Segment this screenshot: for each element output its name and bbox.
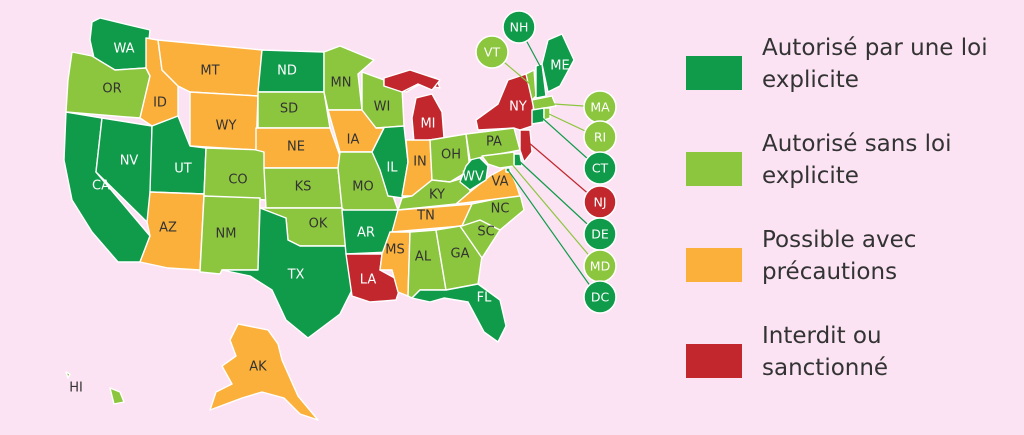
label-in: IN: [413, 155, 427, 170]
label-ne: NE: [287, 140, 305, 155]
label-ms: MS: [385, 243, 404, 258]
label-nd: ND: [277, 64, 297, 79]
label-nm: NM: [216, 227, 237, 242]
us-map: NH VT MA RI CT NJ DE MD DC WA OR CA NV I…: [63, 10, 617, 421]
state-ma: [531, 95, 557, 111]
bubble-nh: [502, 10, 536, 44]
leader-dc: [507, 169, 599, 298]
label-ia: IA: [347, 133, 360, 148]
bubble-label-dc: DC: [591, 290, 610, 305]
legend-item-forbidden: Interdit ou sanctionné: [686, 314, 1016, 410]
label-hi: HI: [69, 381, 83, 396]
label-nv: NV: [120, 154, 139, 169]
bubble-label-nj: NJ: [593, 195, 606, 210]
legend-swatch-caution: [686, 248, 742, 282]
legend: Autorisé par une loi explicite Autorisé …: [686, 26, 1016, 410]
label-mo: MO: [352, 180, 373, 195]
label-ny: NY: [509, 100, 527, 115]
state-nj: [519, 129, 533, 163]
state-fl: [411, 283, 507, 343]
legend-swatch-implicit: [686, 152, 742, 186]
state-ak: [209, 323, 319, 421]
label-pa: PA: [486, 135, 502, 150]
leader-de: [517, 159, 599, 235]
bubble-label-vt: VT: [484, 45, 501, 60]
state-me: [541, 33, 575, 93]
label-id: ID: [153, 96, 167, 111]
label-sd: SD: [280, 102, 298, 117]
bubble-ct: [583, 151, 617, 185]
state-nh: [535, 63, 547, 99]
label-la: LA: [360, 273, 377, 288]
state-tx: [221, 207, 353, 339]
label-or: OR: [102, 82, 121, 97]
bubble-label-nh: NH: [510, 20, 529, 35]
label-az: AZ: [159, 221, 177, 236]
legend-label-caution: Possible avec précautions: [762, 227, 917, 285]
state-labels: WA OR CA NV ID MT WY UT AZ CO NM ND SD N…: [69, 42, 570, 396]
state-mn: [323, 45, 375, 111]
label-al: AL: [415, 250, 432, 265]
label-wy: WY: [216, 119, 237, 134]
legend-label-explicit: Autorisé par une loi explicite: [762, 35, 988, 93]
label-va: VA: [492, 175, 509, 190]
legend-item-caution: Possible avec précautions: [686, 218, 1016, 314]
bubble-label-md: MD: [590, 259, 610, 274]
bubble-vt: [475, 35, 509, 69]
label-nc: NC: [491, 202, 510, 217]
bubble-label-ct: CT: [592, 161, 609, 176]
bubble-label-ri: RI: [594, 130, 606, 145]
state-ct: [531, 107, 545, 125]
state-md: [481, 151, 515, 169]
state-mi-upper: [383, 69, 441, 93]
legend-swatch-forbidden: [686, 344, 742, 378]
label-wi: WI: [374, 100, 391, 115]
legend-label-forbidden: Interdit ou sanctionné: [762, 323, 889, 381]
label-ca: CA: [92, 179, 110, 194]
label-ks: KS: [295, 180, 312, 195]
state-nc: [461, 193, 525, 231]
label-ga: GA: [451, 247, 470, 262]
label-wv: WV: [462, 170, 484, 185]
label-ak: AK: [249, 360, 267, 375]
state-hi: [109, 387, 125, 405]
legend-item-explicit: Autorisé par une loi explicite: [686, 26, 1016, 122]
label-fl: FL: [477, 291, 492, 306]
bubble-label-de: DE: [591, 227, 609, 242]
bubble-label-ma: MA: [590, 100, 610, 115]
label-mn: MN: [331, 76, 352, 91]
bubble-dc: [583, 280, 617, 314]
state-il: [371, 125, 409, 199]
label-mt: MT: [200, 64, 219, 79]
label-co: CO: [228, 173, 247, 188]
label-sc: SC: [477, 225, 494, 240]
label-ar: AR: [357, 226, 375, 241]
legend-label-implicit: Autorisé sans loi explicite: [762, 131, 952, 189]
legend-swatch-explicit: [686, 56, 742, 90]
label-il: IL: [386, 161, 398, 176]
label-tn: TN: [416, 209, 435, 224]
state-oh: [429, 133, 471, 183]
leader-md: [509, 161, 599, 267]
label-oh: OH: [441, 148, 461, 163]
leader-nj: [527, 141, 599, 203]
state-ri: [543, 107, 551, 121]
label-me: ME: [550, 59, 569, 74]
callout-bubbles: NH VT MA RI CT NJ DE MD DC: [475, 10, 617, 314]
label-ut: UT: [174, 162, 192, 177]
leader-lines: [491, 26, 599, 298]
label-wa: WA: [113, 42, 134, 57]
legend-item-implicit: Autorisé sans loi explicite: [686, 122, 1016, 218]
label-ok: OK: [309, 217, 328, 232]
state-hi-islands: [65, 371, 71, 379]
label-tx: TX: [287, 268, 305, 283]
label-ky: KY: [429, 188, 445, 203]
label-mi: MI: [420, 117, 435, 132]
